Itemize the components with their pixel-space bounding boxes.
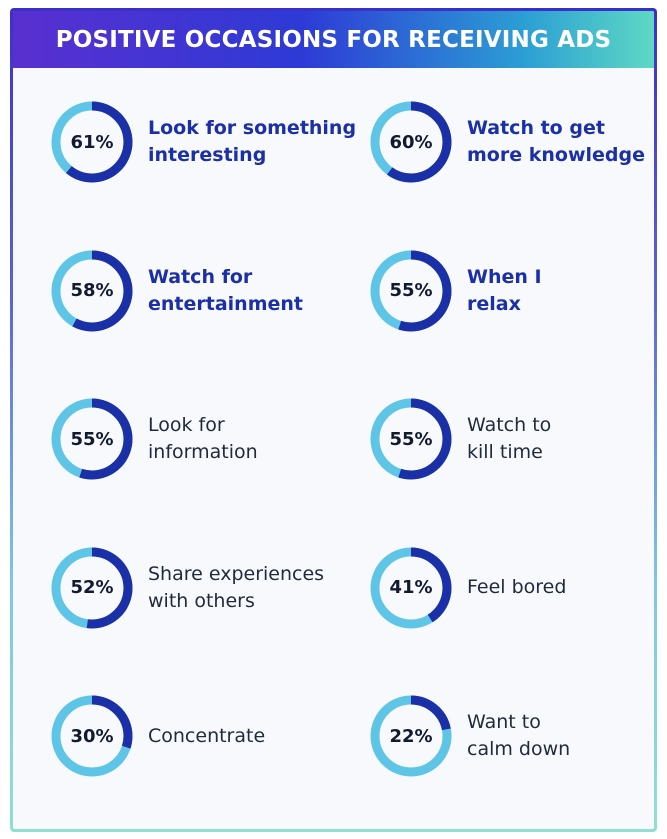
occasion-item: 52% Share experiences with others [50, 538, 370, 638]
occasion-label: Want to calm down [467, 709, 570, 763]
donut-value-label: 55% [389, 428, 433, 450]
donut-value-arc [51, 101, 133, 183]
occasion-label-line: entertainment [148, 292, 303, 315]
occasion-label: Watch to get more knowledge [467, 115, 645, 169]
occasion-label-line: calm down [467, 738, 571, 760]
donut-svg [51, 250, 133, 331]
occasion-label: Concentrate [148, 723, 265, 750]
donut-chart: 55% [369, 249, 453, 333]
donut-chart: 61% [50, 100, 134, 184]
donut-svg [51, 695, 133, 777]
donut-value-arc [370, 250, 452, 331]
occasion-item: 61% Look for something interesting [50, 92, 370, 192]
occasion-item: 41% Feel bored [369, 538, 654, 638]
donut-chart: 30% [50, 694, 134, 778]
donut-value-arc [51, 250, 133, 331]
occasion-label-line: kill time [467, 441, 543, 463]
occasion-label: Watch for entertainment [148, 264, 303, 318]
occasion-label-line: Share experiences [148, 562, 325, 585]
donut-value-arc [51, 547, 133, 628]
donut-chart: 60% [369, 100, 453, 184]
donut-chart: 55% [369, 397, 453, 481]
occasion-label-line: Watch for [148, 265, 253, 288]
occasion-label-line: Feel bored [467, 576, 567, 598]
occasion-label-line: Look for something [148, 117, 357, 139]
donut-value-arc [51, 398, 133, 480]
occasion-label-line: Watch to get [467, 117, 605, 139]
donut-value-label: 61% [70, 131, 114, 153]
donut-value-label: 60% [389, 131, 433, 153]
occasion-item: 55% Watch to kill time [369, 389, 654, 489]
donut-value-arc [370, 398, 452, 480]
occasion-label-line: When I [467, 265, 542, 288]
occasion-label-line: relax [467, 292, 521, 315]
occasion-item: 22% Want to calm down [369, 686, 654, 786]
donut-value-label: 55% [389, 280, 433, 301]
occasion-label-line: interesting [148, 144, 267, 166]
donut-svg [370, 547, 452, 628]
occasion-label: When I relax [467, 264, 542, 318]
occasion-label: Share experiences with others [148, 561, 324, 615]
title-banner: POSITIVE OCCASIONS FOR RECEIVING ADS [13, 11, 654, 68]
occasion-label-line: Look for [148, 414, 225, 436]
donut-chart: 41% [369, 546, 453, 630]
donut-value-label: 41% [389, 577, 433, 598]
occasion-label-line: Concentrate [148, 724, 266, 747]
donut-value-label: 30% [70, 725, 114, 747]
donut-svg [370, 101, 452, 183]
donut-svg [51, 398, 133, 480]
donut-svg [370, 398, 452, 480]
occasion-label-line: information [148, 441, 258, 463]
donut-svg [51, 101, 133, 183]
donut-value-label: 55% [70, 428, 114, 450]
donut-chart: 52% [50, 546, 134, 630]
donut-chart: 55% [50, 397, 134, 481]
occasion-label: Watch to kill time [467, 412, 551, 466]
occasion-label: Feel bored [467, 574, 566, 601]
occasion-item: 58% Watch for entertainment [50, 241, 370, 341]
occasion-item: 55% Look for information [50, 389, 370, 489]
donut-value-arc [51, 695, 133, 777]
infographic-frame: POSITIVE OCCASIONS FOR RECEIVING ADS 61%… [10, 8, 657, 832]
occasion-label-line: with others [148, 589, 255, 612]
donut-value-arc [370, 695, 452, 777]
occasion-label-line: Want to [467, 711, 541, 733]
donut-value-arc [370, 101, 452, 183]
occasion-item: 55% When I relax [369, 241, 654, 341]
infographic-panel: POSITIVE OCCASIONS FOR RECEIVING ADS 61%… [13, 11, 654, 829]
occasion-item: 60% Watch to get more knowledge [369, 92, 654, 192]
donut-value-label: 58% [70, 280, 114, 301]
page-title: POSITIVE OCCASIONS FOR RECEIVING ADS [55, 26, 612, 53]
occasion-item: 30% Concentrate [50, 686, 370, 786]
donut-svg [370, 250, 452, 331]
donut-svg [370, 695, 452, 777]
donut-grid: 61% Look for something interesting 60% Watch… [13, 68, 654, 829]
donut-svg [51, 547, 133, 628]
donut-value-arc [370, 547, 452, 628]
donut-chart: 22% [369, 694, 453, 778]
donut-value-label: 52% [70, 577, 114, 598]
occasion-label-line: more knowledge [467, 144, 645, 166]
occasion-label-line: Watch to [467, 414, 552, 436]
donut-value-label: 22% [389, 725, 433, 747]
donut-chart: 58% [50, 249, 134, 333]
occasion-label: Look for information [148, 412, 258, 466]
occasion-label: Look for something interesting [148, 115, 356, 169]
